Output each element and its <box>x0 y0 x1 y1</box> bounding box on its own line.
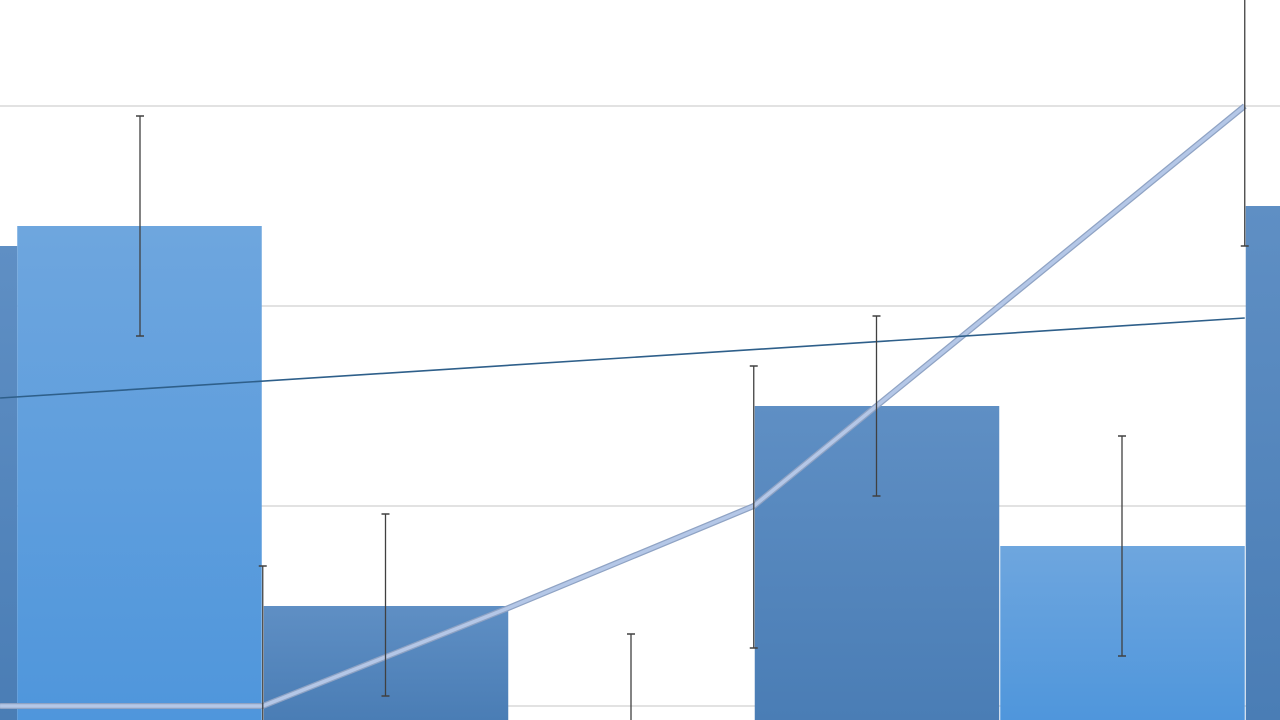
line-series <box>0 104 1246 708</box>
lines <box>0 103 1247 709</box>
bar <box>1245 206 1280 720</box>
trendline <box>0 317 1245 399</box>
error-bars <box>136 0 1249 720</box>
bars <box>0 206 1280 720</box>
bar <box>0 246 18 720</box>
